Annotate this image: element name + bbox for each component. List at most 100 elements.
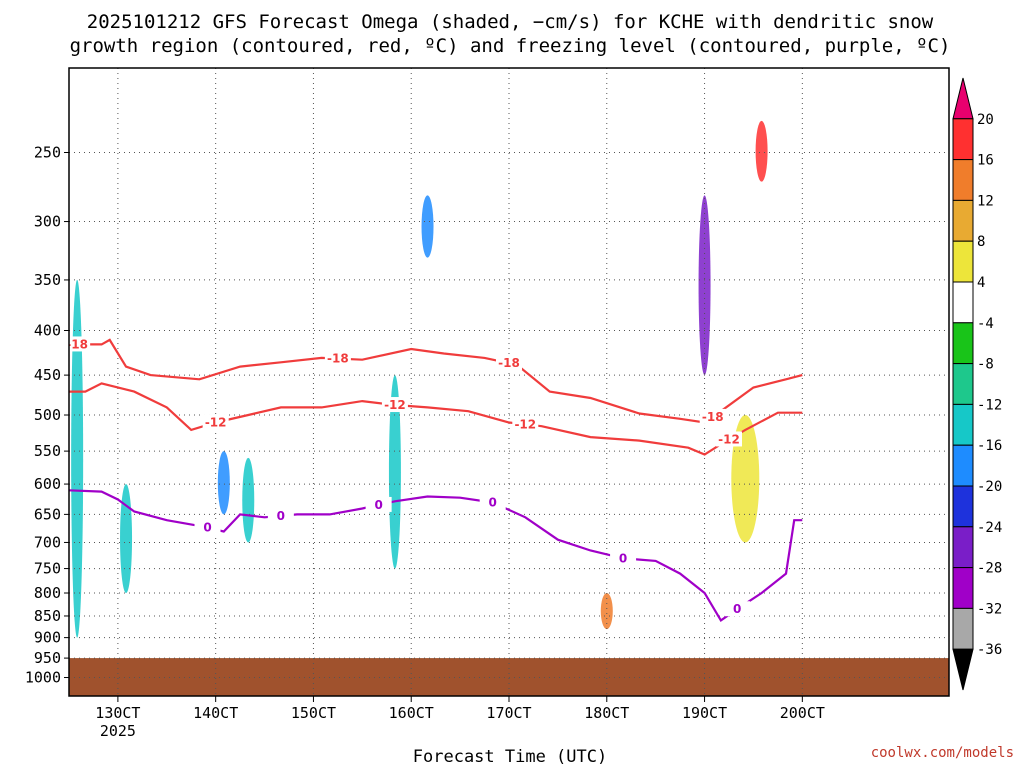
y-tick-label-400: 400 [34, 322, 61, 340]
contour-label-bg [267, 507, 294, 523]
contour-label-bg [716, 431, 742, 447]
colorbar-swatch-8 [952, 403, 974, 446]
colorbar-label-8: 8 [977, 234, 985, 250]
contour-label-1-1: -12 [384, 398, 406, 412]
y-tick-label-950: 950 [34, 649, 61, 667]
colorbar-label-16: 16 [977, 153, 994, 169]
contour-label-2-5: 0 [733, 602, 741, 616]
colorbar-swatch-11 [952, 526, 974, 569]
credit-text: coolwx.com/models [871, 745, 1014, 761]
colorbar-swatch-12 [952, 567, 974, 609]
x-tick-sublabel: 2025 [100, 722, 136, 740]
omega-feature-4 [388, 375, 401, 569]
y-tick-label-750: 750 [34, 560, 61, 578]
contour-label-0-3: -18 [702, 410, 724, 424]
y-tick-label-250: 250 [34, 144, 61, 162]
x-tick-label-160CT: 160CT [389, 704, 434, 722]
x-tick-label-140CT: 140CT [193, 704, 238, 722]
contour-lines: -18 -18 -18 -18 -12 -12 -12 -12 0 0 0 0 0 0 [66, 336, 803, 622]
x-tick-label-190CT: 190CT [682, 704, 727, 722]
contour-label-bg [202, 414, 229, 430]
plot-area: -18 -18 -18 -18 -12 -12 -12 -12 0 0 0 0 0 0 [66, 67, 950, 697]
y-axis: 250 300 350 400 450 500 550 600 650 700 750 800 850 9… [25, 144, 69, 687]
contour-label-2-0: 0 [203, 521, 211, 535]
colorbar-label-4: 4 [977, 275, 985, 291]
colorbar-swatch-2 [952, 159, 974, 201]
omega-shading [71, 120, 768, 638]
omega-feature-0 [71, 279, 84, 638]
colorbar-label--12: -12 [977, 397, 1002, 413]
contour-label-bg [69, 336, 91, 352]
y-tick-label-350: 350 [34, 271, 61, 289]
colorbar-swatch-3 [952, 199, 974, 242]
contour-label-2-4: 0 [619, 551, 627, 565]
colorbar-swatch-5 [952, 281, 974, 324]
colorbar-label--32: -32 [977, 601, 1002, 617]
contour-label-bg [479, 494, 506, 510]
colorbar-label--20: -20 [977, 479, 1002, 495]
omega-feature-1 [120, 484, 133, 594]
y-tick-label-600: 600 [34, 475, 61, 493]
colorbar-label--4: -4 [977, 316, 994, 332]
colorbar-swatch-6 [952, 322, 974, 365]
contour-label-2-2: 0 [374, 498, 382, 512]
colorbar-swatch-9 [952, 444, 974, 487]
contour-label-1-3: -12 [718, 432, 740, 446]
contour-label-bg [194, 519, 221, 535]
contour-label-bg [365, 496, 392, 512]
y-tick-label-1000: 1000 [25, 669, 61, 687]
omega-feature-7 [755, 120, 768, 182]
contour-label-0-2: -18 [498, 356, 520, 370]
omega-feature-5 [421, 195, 434, 258]
x-tick-label-170CT: 170CT [486, 704, 531, 722]
y-tick-label-800: 800 [34, 584, 61, 602]
colorbar-swatch-7 [952, 363, 974, 405]
y-tick-label-550: 550 [34, 442, 61, 460]
grid-lines [69, 68, 949, 696]
contour-label-bg [496, 355, 522, 371]
colorbar-label--36: -36 [977, 642, 1002, 658]
x-tick-label-130CT: 130CT [95, 704, 140, 722]
y-tick-label-650: 650 [34, 505, 61, 523]
omega-feature-8 [600, 593, 613, 630]
colorbar-swatch-13 [952, 607, 974, 650]
colorbar-swatch-10 [952, 485, 974, 528]
contour-label-bg [699, 408, 726, 424]
omega-feature-3 [242, 457, 255, 543]
colorbar-swatch-14 [952, 648, 974, 691]
x-axis-label: Forecast Time (UTC) [413, 747, 607, 767]
y-tick-label-500: 500 [34, 406, 61, 424]
x-tick-label-150CT: 150CT [291, 704, 336, 722]
colorbar-label-12: 12 [977, 193, 994, 209]
contour-line-2 [69, 489, 803, 622]
contour-label-2-1: 0 [277, 509, 285, 523]
colorbar-swatch-4 [952, 240, 974, 283]
omega-feature-2 [217, 451, 230, 515]
contour-label-bg [381, 397, 408, 413]
y-tick-label-300: 300 [34, 213, 61, 231]
contour-label-0-0: -18 [66, 337, 88, 351]
contour-label-1-2: -12 [514, 417, 536, 431]
colorbar-label--28: -28 [977, 561, 1002, 577]
contour-label-0-1: -18 [327, 352, 349, 366]
colorbar-swatch-0 [952, 77, 974, 120]
colorbar-label--24: -24 [977, 520, 1002, 536]
y-tick-label-700: 700 [34, 533, 61, 551]
colorbar-label--8: -8 [977, 357, 994, 373]
contour-label-bg [610, 550, 637, 566]
omega-feature-9 [731, 415, 760, 543]
contour-label-bg [324, 350, 351, 366]
chart-title-line-1: 2025101212 GFS Forecast Omega (shaded, −… [87, 11, 934, 33]
colorbar: 20 16 12 8 4 -4 -8 -12 -16 -20 -24 -28 -32 -36 [952, 77, 1002, 691]
colorbar-swatch-1 [952, 118, 974, 161]
contour-label-bg [724, 601, 751, 617]
chart-title-line-2: growth region (contoured, red, ºC) and f… [70, 35, 951, 57]
omega-feature-6 [698, 195, 711, 376]
y-tick-label-900: 900 [34, 629, 61, 647]
x-tick-label-180CT: 180CT [584, 704, 629, 722]
contour-line-1 [69, 382, 803, 456]
y-tick-label-850: 850 [34, 607, 61, 625]
colorbar-label--16: -16 [977, 438, 1002, 454]
